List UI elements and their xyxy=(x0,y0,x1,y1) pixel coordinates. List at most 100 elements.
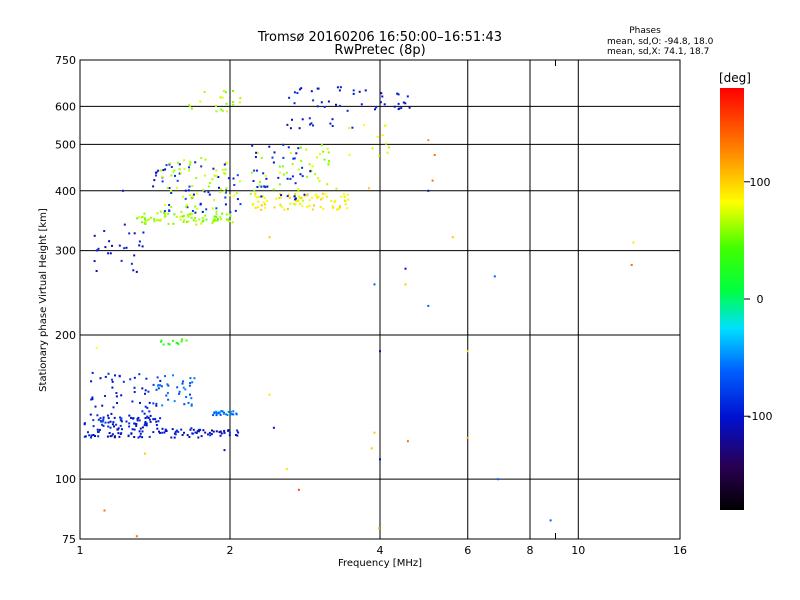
data-point xyxy=(133,386,136,389)
data-point xyxy=(107,252,110,255)
data-point xyxy=(221,109,224,112)
data-point xyxy=(107,425,110,428)
data-point xyxy=(188,169,191,172)
data-point xyxy=(144,421,147,423)
y-tick-label: 300 xyxy=(55,245,76,258)
data-point xyxy=(297,195,300,198)
data-point xyxy=(166,187,169,190)
data-point xyxy=(321,192,324,195)
data-point xyxy=(289,202,292,205)
data-point xyxy=(224,196,227,199)
data-point xyxy=(178,168,181,171)
data-point xyxy=(291,162,294,165)
data-point xyxy=(90,398,93,401)
y-axis-label: Stationary phase Virtual Height [km] xyxy=(38,208,49,392)
data-point xyxy=(194,431,197,434)
data-point xyxy=(143,452,146,455)
data-point xyxy=(219,434,222,437)
data-point xyxy=(107,372,110,375)
data-point xyxy=(88,434,91,437)
data-point xyxy=(397,108,400,111)
data-point xyxy=(138,244,141,247)
data-point xyxy=(191,210,194,212)
data-point xyxy=(393,105,396,108)
data-point xyxy=(112,421,115,424)
data-point xyxy=(104,246,107,249)
data-point xyxy=(219,188,222,191)
data-point xyxy=(155,388,158,391)
data-point xyxy=(218,186,220,189)
data-point xyxy=(189,163,191,166)
data-point xyxy=(351,126,354,129)
data-point xyxy=(370,447,373,450)
data-point xyxy=(173,169,176,172)
data-point xyxy=(138,373,141,376)
data-point xyxy=(111,433,114,436)
data-point xyxy=(215,414,218,417)
data-point xyxy=(229,194,232,197)
data-point xyxy=(278,183,281,186)
data-point xyxy=(215,210,218,213)
data-point xyxy=(165,430,168,432)
data-point xyxy=(325,195,328,198)
data-point xyxy=(288,96,291,99)
data-point xyxy=(211,222,214,225)
data-point xyxy=(293,91,296,94)
data-point xyxy=(144,422,147,425)
data-point xyxy=(118,244,121,247)
data-point xyxy=(322,150,325,153)
data-point xyxy=(107,421,110,424)
data-point xyxy=(189,428,192,431)
data-point xyxy=(200,435,203,438)
data-point xyxy=(201,210,204,213)
data-point xyxy=(280,205,283,208)
data-point xyxy=(175,429,178,432)
data-point xyxy=(138,430,141,433)
data-point xyxy=(228,220,231,223)
data-point xyxy=(185,339,188,342)
data-point xyxy=(94,405,97,408)
data-point xyxy=(220,218,223,221)
data-point xyxy=(188,384,191,387)
data-point xyxy=(327,162,330,165)
data-point xyxy=(254,194,257,197)
data-point xyxy=(225,218,228,221)
data-point xyxy=(339,86,342,89)
data-point xyxy=(264,203,266,206)
data-point xyxy=(116,428,119,431)
data-point xyxy=(214,219,217,222)
data-point xyxy=(109,435,112,438)
data-point xyxy=(215,175,218,177)
data-point xyxy=(332,206,335,209)
x-tick-label: 16 xyxy=(673,544,687,557)
data-point xyxy=(135,423,138,425)
x-axis-label: Frequency [MHz] xyxy=(338,558,422,569)
data-point xyxy=(93,234,96,237)
data-point xyxy=(219,191,222,193)
data-point xyxy=(331,205,334,208)
data-point xyxy=(178,390,181,393)
data-point xyxy=(497,478,499,481)
data-point xyxy=(138,240,141,243)
data-point xyxy=(120,394,123,397)
data-point xyxy=(386,151,389,154)
data-point xyxy=(115,395,118,398)
data-point xyxy=(218,431,221,434)
data-point xyxy=(102,416,105,419)
data-point xyxy=(346,207,349,210)
data-point xyxy=(295,152,298,155)
data-point xyxy=(196,430,199,433)
data-point xyxy=(293,203,295,205)
phase-stats-x-mode: mean, sd,X: 74.1, 18.7 xyxy=(607,47,709,57)
data-point xyxy=(170,192,173,194)
data-point xyxy=(338,89,341,92)
data-point xyxy=(109,420,112,423)
data-point xyxy=(152,383,155,386)
data-point xyxy=(120,420,123,423)
data-point xyxy=(257,206,259,209)
data-point xyxy=(147,416,150,419)
data-point xyxy=(255,151,258,154)
data-point xyxy=(223,172,226,175)
data-point xyxy=(145,377,148,380)
data-point xyxy=(208,431,211,434)
